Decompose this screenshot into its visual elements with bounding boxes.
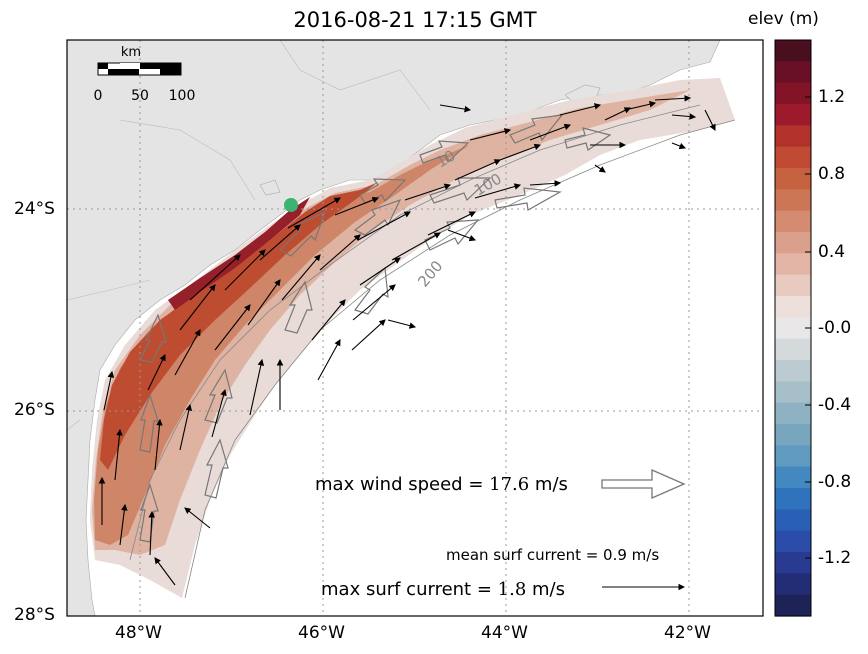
colorbar-ticks — [805, 96, 811, 559]
colorbar-swatch — [775, 232, 811, 254]
elevation-band-peak — [168, 197, 310, 310]
colorbar-swatch — [775, 104, 811, 126]
mean-current-annotation: mean surf current = 0.9 m/s — [446, 546, 659, 564]
lat-label-26s: 26°S — [14, 400, 55, 420]
wind-legend-arrow — [601, 469, 686, 499]
colorbar-label: 0.8 — [818, 164, 846, 184]
scale-unit: km — [121, 45, 141, 60]
lon-label-42w: 42°W — [664, 623, 711, 643]
colorbar-swatch — [775, 445, 811, 468]
scale-bar — [97, 62, 182, 76]
wind-annotation: max wind speed = 17.6 m/s — [315, 474, 568, 495]
colorbar-swatch — [775, 338, 811, 361]
colorbar — [775, 40, 811, 617]
elevation-band-coast — [100, 182, 378, 470]
colorbar-swatch — [775, 40, 811, 62]
graticule — [67, 40, 763, 616]
map-title: 2016-08-21 17:15 GMT — [293, 8, 537, 32]
land-area — [67, 40, 721, 616]
colorbar-swatch — [775, 594, 811, 617]
colorbar-swatch — [775, 466, 811, 489]
colorbar-swatch — [775, 424, 811, 446]
colorbar-swatch — [775, 253, 811, 276]
colorbar-label: 0.4 — [818, 242, 846, 262]
map-border — [66, 39, 764, 617]
colorbar-swatch — [775, 360, 811, 382]
colorbar-swatch — [775, 189, 811, 212]
colorbar-swatch — [775, 146, 811, 169]
colorbar-swatch — [775, 402, 811, 425]
colorbar-label: -0.4 — [818, 395, 852, 415]
colorbar-label: -0.0 — [818, 318, 852, 338]
scale-tick-0: 0 — [94, 88, 103, 104]
colorbar-swatch — [775, 509, 811, 532]
colorbar-swatch — [775, 552, 811, 574]
colorbar-swatch — [775, 210, 811, 233]
colorbar-title: elev (m) — [748, 9, 819, 29]
lon-label-44w: 44°W — [481, 623, 528, 643]
colorbar-swatch — [775, 317, 811, 340]
colorbar-swatch — [775, 296, 811, 318]
scale-tick-100: 100 — [169, 88, 196, 104]
colorbar-swatch — [775, 381, 811, 404]
lon-label-46w: 46°W — [298, 623, 345, 643]
colorbar-swatch — [775, 488, 811, 510]
current-vectors — [98, 95, 716, 586]
lon-label-48w: 48°W — [115, 623, 162, 643]
colorbar-swatch — [775, 168, 811, 190]
scale-tick-50: 50 — [131, 88, 149, 104]
colorbar-swatch — [775, 61, 811, 84]
station-marker — [284, 198, 298, 212]
colorbar-swatch — [775, 82, 811, 105]
colorbar-swatch — [775, 530, 811, 553]
colorbar-label: -0.8 — [818, 472, 852, 492]
lat-label-24s: 24°S — [14, 199, 55, 219]
lat-label-28s: 28°S — [14, 605, 55, 625]
colorbar-swatch — [775, 274, 811, 297]
colorbar-swatch — [775, 573, 811, 596]
current-annotation: max surf current = 1.8 m/s — [321, 579, 565, 600]
colorbar-swatch — [775, 125, 811, 148]
colorbar-label: -1.2 — [818, 548, 852, 568]
colorbar-label: 1.2 — [818, 87, 846, 107]
